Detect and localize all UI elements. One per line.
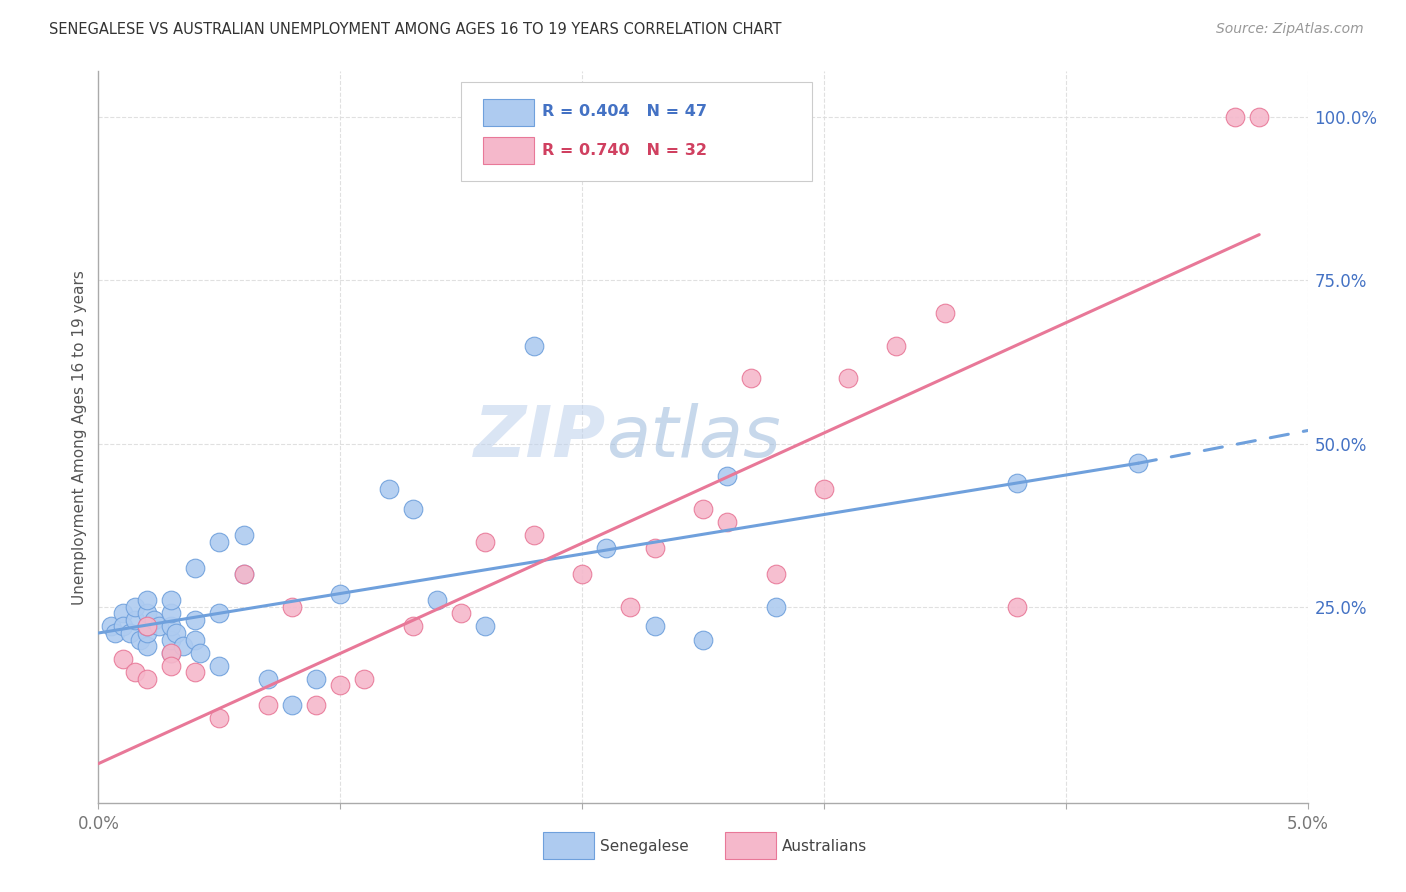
Point [160, 658, 183, 673]
Point [740, 371, 762, 385]
Point [692, 632, 714, 647]
Point [111, 652, 134, 666]
Point [474, 619, 496, 633]
Point [692, 502, 714, 516]
Point [329, 587, 352, 601]
Point [329, 678, 352, 692]
Point [184, 632, 207, 647]
Point [813, 483, 835, 497]
Text: Source: ZipAtlas.com: Source: ZipAtlas.com [1216, 22, 1364, 37]
Point [1128, 456, 1150, 470]
Point [135, 619, 157, 633]
Point [523, 528, 546, 542]
Text: Senegalese: Senegalese [600, 839, 689, 855]
Text: R = 0.740   N = 32: R = 0.740 N = 32 [543, 143, 707, 158]
Point [124, 665, 146, 680]
Point [184, 560, 207, 574]
Text: Australians: Australians [782, 839, 868, 855]
Point [377, 483, 399, 497]
Point [474, 534, 496, 549]
Point [160, 619, 183, 633]
Point [160, 593, 183, 607]
FancyBboxPatch shape [543, 832, 595, 859]
Point [135, 619, 157, 633]
Point [124, 599, 146, 614]
Point [208, 711, 231, 725]
Point [402, 502, 425, 516]
Point [135, 593, 157, 607]
Point [165, 626, 187, 640]
Point [1223, 110, 1246, 124]
Point [232, 567, 254, 582]
Point [111, 607, 134, 621]
Point [143, 613, 166, 627]
Point [353, 672, 375, 686]
Text: ZIP: ZIP [474, 402, 606, 472]
Point [135, 672, 157, 686]
Point [160, 646, 183, 660]
Point [426, 593, 449, 607]
Text: R = 0.404   N = 47: R = 0.404 N = 47 [543, 104, 707, 120]
Point [135, 607, 157, 621]
Point [135, 639, 157, 653]
Point [305, 698, 328, 712]
Point [184, 613, 207, 627]
Point [837, 371, 859, 385]
Point [100, 619, 122, 633]
Point [644, 541, 666, 555]
Point [281, 698, 304, 712]
Point [644, 619, 666, 633]
Point [402, 619, 425, 633]
Point [184, 665, 207, 680]
Point [1249, 110, 1271, 124]
Point [305, 672, 328, 686]
Point [208, 534, 231, 549]
Point [716, 469, 738, 483]
Point [595, 541, 617, 555]
Point [188, 646, 211, 660]
Point [619, 599, 641, 614]
Point [281, 599, 304, 614]
Point [128, 632, 150, 647]
Point [232, 567, 254, 582]
Point [1007, 475, 1029, 490]
Point [208, 607, 231, 621]
Y-axis label: Unemployment Among Ages 16 to 19 years: Unemployment Among Ages 16 to 19 years [72, 269, 87, 605]
Point [523, 339, 546, 353]
Point [1007, 599, 1029, 614]
Point [256, 672, 278, 686]
FancyBboxPatch shape [724, 832, 776, 859]
Point [716, 515, 738, 529]
Point [886, 339, 908, 353]
Point [135, 626, 157, 640]
Point [450, 607, 472, 621]
Point [765, 567, 787, 582]
Point [104, 626, 127, 640]
Point [148, 619, 170, 633]
Text: SENEGALESE VS AUSTRALIAN UNEMPLOYMENT AMONG AGES 16 TO 19 YEARS CORRELATION CHAR: SENEGALESE VS AUSTRALIAN UNEMPLOYMENT AM… [49, 22, 782, 37]
Point [118, 626, 141, 640]
Point [765, 599, 787, 614]
Point [934, 306, 956, 320]
Point [160, 607, 183, 621]
Point [124, 613, 146, 627]
Point [111, 619, 134, 633]
Point [172, 639, 194, 653]
Point [256, 698, 278, 712]
Point [571, 567, 593, 582]
Point [208, 658, 231, 673]
FancyBboxPatch shape [482, 137, 534, 164]
Point [160, 646, 183, 660]
FancyBboxPatch shape [482, 99, 534, 127]
FancyBboxPatch shape [461, 82, 811, 181]
Point [160, 632, 183, 647]
Point [232, 528, 254, 542]
Text: atlas: atlas [606, 402, 780, 472]
